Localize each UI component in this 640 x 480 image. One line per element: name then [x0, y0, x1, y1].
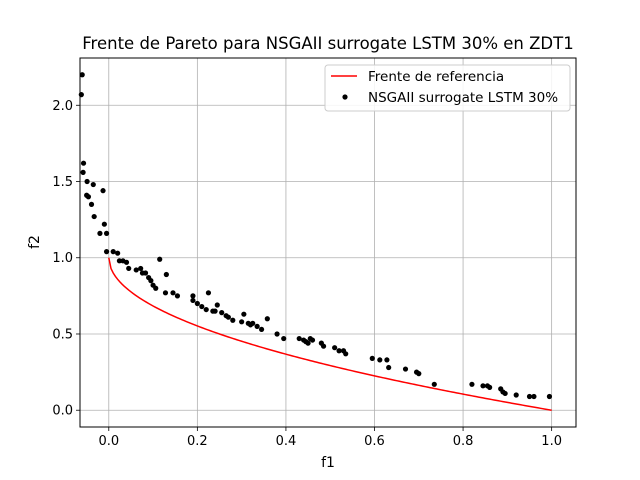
nsgaii-point — [502, 390, 508, 397]
nsgaii-point — [162, 290, 169, 296]
nsgaii-point — [214, 302, 220, 308]
nsgaii-point — [274, 331, 280, 337]
nsgaii-point — [203, 306, 209, 313]
nsgaii-point — [258, 326, 265, 333]
nsgaii-point — [230, 317, 236, 323]
nsgaii-point — [103, 230, 110, 236]
nsgaii-point — [190, 293, 196, 299]
nsgaii-point — [469, 381, 475, 387]
nsgaii-point — [79, 72, 85, 78]
nsgaii-point — [138, 265, 144, 272]
nsgaii-point — [190, 297, 196, 304]
nsgaii-point — [377, 357, 383, 363]
nsgaii-point — [225, 314, 231, 320]
plot-area-frame — [79, 57, 577, 428]
x-tick-label: 0.2 — [187, 434, 208, 449]
nsgaii-point — [115, 250, 121, 256]
x-tick-label: 0.0 — [98, 434, 119, 449]
nsgaii-point — [416, 371, 422, 377]
nsgaii-point — [212, 308, 218, 314]
x-tick-label: 0.6 — [364, 434, 385, 449]
nsgaii-point — [254, 323, 260, 329]
nsgaii-point — [84, 178, 90, 185]
y-tick-label: 0.5 — [52, 327, 73, 342]
nsgaii-point — [219, 310, 225, 316]
nsgaii-point — [91, 213, 97, 220]
nsgaii-point — [85, 194, 92, 200]
axis-ticks: 0.0 0.2 0.4 0.6 0.8 1.0 0.0 0.5 1.0 1.5 2.0 — [52, 99, 562, 449]
y-tick-label: 0.0 — [52, 404, 73, 419]
nsgaii-point — [142, 270, 149, 276]
x-tick-label: 0.8 — [453, 434, 474, 449]
nsgaii-point — [480, 383, 486, 389]
legend-box — [324, 64, 571, 112]
nsgaii-point — [332, 345, 338, 351]
nsgaii-point — [174, 293, 181, 299]
grid-lines — [80, 58, 576, 427]
nsgaii-point — [157, 256, 163, 262]
nsgaii-point — [103, 249, 110, 255]
plot-series — [78, 72, 553, 411]
nsgaii-point — [369, 355, 375, 361]
nsgaii-point — [431, 381, 437, 387]
nsgaii-point — [487, 384, 493, 390]
nsgaii-point — [205, 290, 212, 296]
nsgaii-point — [170, 290, 176, 296]
x-tick-label: 1.0 — [541, 434, 562, 449]
nsgaii-point — [97, 230, 103, 236]
nsgaii-point — [402, 366, 409, 372]
y-tick-label: 2.0 — [52, 99, 73, 114]
nsgaii-point — [80, 169, 86, 175]
nsgaii-point — [100, 188, 106, 194]
nsgaii-point — [126, 265, 132, 272]
nsgaii-point — [199, 303, 205, 310]
nsgaii-point — [239, 319, 245, 325]
nsgaii-point — [343, 351, 349, 357]
nsgaii-point — [305, 340, 311, 346]
nsgaii-point — [250, 320, 256, 326]
nsgaii-point — [90, 181, 96, 188]
nsgaii-point — [264, 316, 270, 322]
legend: Frente de referencia NSGAII surrogate LS… — [324, 64, 571, 112]
nsgaii-point — [148, 278, 154, 284]
y-tick-label: 1.0 — [52, 251, 73, 266]
legend-marker-swatch — [342, 94, 348, 100]
y-axis-label: f2 — [27, 235, 43, 249]
nsgaii-point — [281, 335, 287, 342]
nsgaii-point — [513, 392, 519, 398]
nsgaii-point — [153, 285, 159, 291]
reference-front-line — [108, 257, 552, 411]
nsgaii-point — [531, 393, 537, 400]
nsgaii-point — [320, 343, 327, 349]
nsgaii-point — [88, 201, 95, 207]
nsgaii-point — [546, 393, 553, 400]
nsgaii-point — [309, 337, 316, 343]
nsgaii-point — [386, 364, 392, 371]
y-tick-label: 1.5 — [52, 175, 73, 190]
nsgaii-point — [133, 267, 139, 273]
nsgaii-point — [384, 357, 390, 363]
nsgaii-point — [80, 160, 87, 166]
x-tick-label: 0.4 — [276, 434, 297, 449]
nsgaii-point — [194, 300, 200, 307]
chart-title: Frente de Pareto para NSGAII surrogate L… — [82, 34, 573, 53]
nsgaii-point — [526, 393, 533, 400]
nsgaii-point — [123, 259, 130, 265]
nsgaii-point — [101, 221, 107, 227]
nsgaii-point — [110, 249, 116, 255]
legend-label-reference: Frente de referencia — [368, 69, 504, 85]
nsgaii-point — [336, 348, 342, 354]
x-axis-label: f1 — [321, 455, 335, 471]
nsgaii-point — [163, 271, 169, 278]
nsgaii-point — [296, 335, 302, 342]
nsgaii-point — [241, 311, 247, 317]
legend-label-nsgaii: NSGAII surrogate LSTM 30% — [368, 90, 558, 106]
